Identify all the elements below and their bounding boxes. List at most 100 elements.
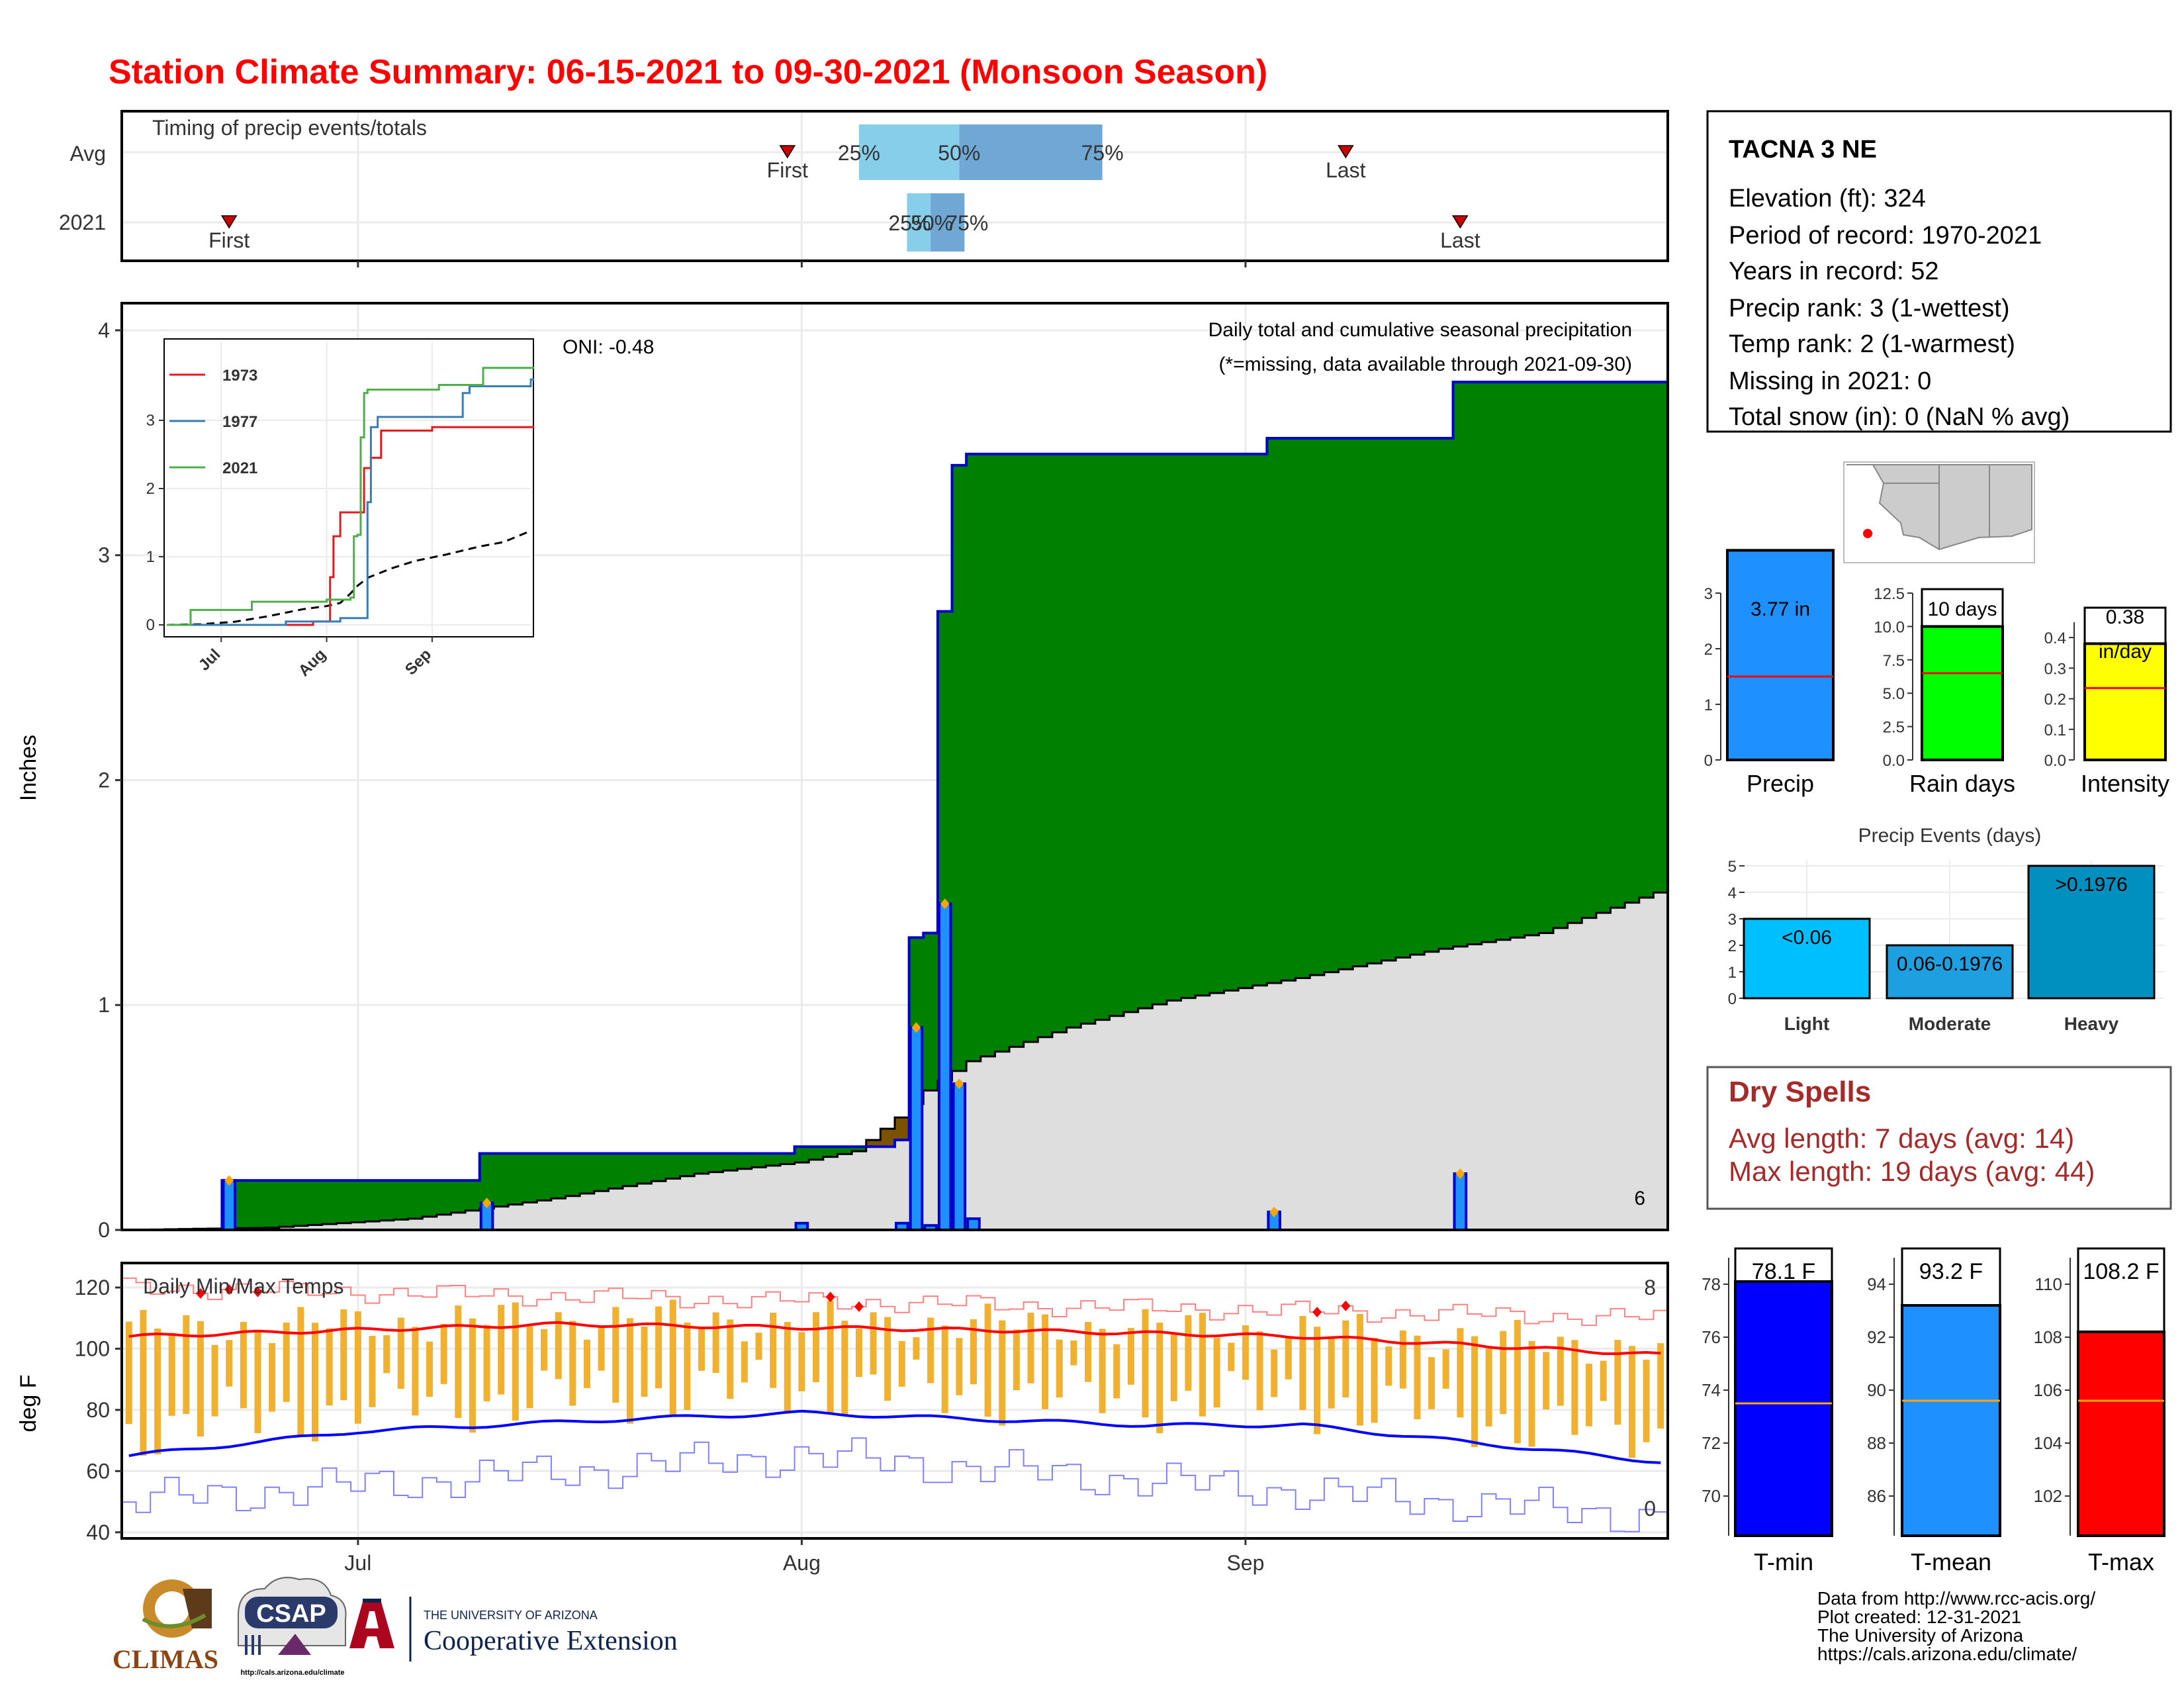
inset-y-tick-label: 0 [146, 616, 155, 634]
inset-series-2021 [167, 367, 535, 626]
y2021-q75-label: 75% [946, 211, 988, 235]
temp-bar-t-mean: 86 88 90 92 94 93.2 F T-mean [1867, 1247, 2001, 1575]
mini-bar-label: Rain days [1909, 770, 2015, 797]
mini-value-text: 3.77 in [1751, 598, 1810, 620]
daily-temp-bar [1199, 1313, 1206, 1417]
location-map [1843, 461, 2035, 563]
missing-count: 6 [1634, 1188, 1645, 1209]
daily-temp-bar [1185, 1315, 1192, 1391]
temperature-bar-charts: 70 72 74 76 78 78.1 F T-min 86 88 90 92 94 93.2 F T-m… [1702, 1247, 2165, 1575]
station-info-box: TACNA 3 NE Elevation (ft): 324 Period of… [1706, 110, 2172, 433]
temps-count-low: 0 [1644, 1497, 1656, 1521]
daily-temp-bar [1156, 1323, 1163, 1434]
precip-y-label: Inches [16, 735, 41, 801]
inset-legend-label: 1973 [222, 367, 257, 385]
record-high-marker [1341, 1300, 1351, 1311]
daily-temp-bar [140, 1309, 147, 1456]
inset-y-tick-label: 1 [146, 548, 155, 566]
record-high-marker [253, 1286, 263, 1297]
station-precip-rank: Precip rank: 3 (1-wettest) [1729, 295, 2009, 322]
temp-tick-label: 76 [1702, 1327, 1721, 1347]
daily-temp-bar [426, 1341, 433, 1397]
inset-y-tick-label: 2 [146, 480, 155, 498]
daily-temp-bar [641, 1326, 648, 1397]
precip-y-tick-label: 2 [98, 768, 110, 792]
daily-temp-bar [1571, 1340, 1578, 1435]
avg-cumulative-line [122, 891, 1668, 1231]
inset-lines [166, 367, 535, 626]
avg-box-q25-q50 [858, 124, 960, 180]
daily-temp-bar [183, 1315, 190, 1415]
daily-temp-bar [1428, 1357, 1435, 1409]
daily-temp-bar [598, 1326, 605, 1371]
daily-temp-bar [1099, 1329, 1106, 1413]
temp-bar-t-min: 70 72 74 76 78 78.1 F T-min [1702, 1247, 1833, 1575]
temp-value-box [1901, 1247, 2001, 1307]
mini-tick-label: 3 [1704, 585, 1713, 603]
daily-temp-bar [340, 1309, 347, 1401]
events-y-tick-label: 3 [1728, 911, 1737, 929]
footer-university: The University of Arizona [1817, 1625, 2024, 1646]
mini-tick-label: 0.3 [2044, 660, 2066, 678]
mini-bar-label: Precip [1747, 770, 1814, 797]
climas-logo: CLIMAS [113, 1579, 218, 1674]
mini-value-text: 0.38 [2106, 606, 2144, 628]
daily-temp-bar [512, 1302, 519, 1421]
temp-value-text: 78.1 F [1752, 1259, 1815, 1284]
temp-tick-label: 94 [1867, 1274, 1886, 1294]
daily-temp-bar [1027, 1313, 1034, 1383]
daily-temp-bar [698, 1328, 705, 1371]
inset-legend: 1973 1977 2021 [169, 367, 257, 477]
daily-temp-bar [226, 1340, 233, 1387]
dry-spells-avg: Avg length: 7 days (avg: 14) [1729, 1123, 2074, 1154]
daily-temp-bar [440, 1323, 447, 1384]
mini-tick-label: 0 [1704, 752, 1713, 770]
avg-first-marker [779, 145, 796, 159]
daily-temp-bar [1614, 1340, 1621, 1425]
daily-temp-bar [1271, 1349, 1278, 1397]
avg-last-marker [1337, 145, 1354, 159]
daily-temp-bar [626, 1318, 633, 1424]
daily-temp-bar [1385, 1346, 1392, 1386]
daily-temp-bar [1543, 1352, 1550, 1410]
footer-url: https://cals.arizona.edu/climate/ [1817, 1644, 2077, 1664]
events-y-tick-label: 5 [1728, 858, 1737, 876]
temps-y-tick-label: 60 [86, 1459, 110, 1483]
y2021-first-label: First [208, 228, 250, 252]
daily-temp-bar [827, 1300, 834, 1414]
record-high-marker [854, 1301, 864, 1312]
mini-tick-label: 5.0 [1883, 685, 1905, 703]
mini-bar-fill [1921, 625, 2004, 762]
timing-panel: Timing of precip events/totals Avg 2021 … [59, 110, 1669, 267]
y2021-box-q50-q75 [931, 193, 965, 252]
daily-temp-bar [412, 1327, 419, 1416]
daily-temp-bar [669, 1299, 676, 1417]
daily-temp-bar [383, 1335, 390, 1374]
temp-bar-label: T-mean [1911, 1548, 1991, 1575]
daily-temp-bar [612, 1307, 619, 1403]
mini-bar-fill [2083, 642, 2167, 761]
dry-spells-title: Dry Spells [1729, 1076, 1871, 1108]
mini-tick-label: 12.5 [1874, 585, 1905, 603]
daily-temp-bar [1285, 1336, 1292, 1380]
daily-precip-bar [937, 902, 952, 1231]
daily-temp-bar [1414, 1335, 1421, 1420]
avg-box-q50-q75 [959, 124, 1103, 180]
events-category-label: Heavy [2064, 1013, 2119, 1034]
daily-temp-bar [1314, 1327, 1321, 1434]
temp-value-text: 93.2 F [1919, 1259, 1983, 1284]
daily-temp-bar [784, 1322, 791, 1414]
mini-tick-label: 10.0 [1874, 618, 1905, 636]
temps-y-tick-label: 100 [75, 1336, 110, 1360]
temps-y-tick-label: 120 [75, 1276, 110, 1299]
daily-temp-bar [1442, 1349, 1449, 1389]
mini-bar-precip: 0 1 2 3 3.77 in Precip [1704, 549, 1835, 797]
daily-temp-bar [1557, 1336, 1564, 1406]
daily-temp-bar [1299, 1316, 1306, 1411]
daily-precip-marker [1269, 1206, 1279, 1217]
daily-precip-bar [952, 1082, 967, 1232]
station-years: Years in record: 52 [1729, 258, 1939, 285]
temps-y-tick-label: 80 [86, 1398, 110, 1422]
temp-bar-label: T-min [1754, 1548, 1813, 1575]
daily-temp-bar [655, 1306, 662, 1389]
